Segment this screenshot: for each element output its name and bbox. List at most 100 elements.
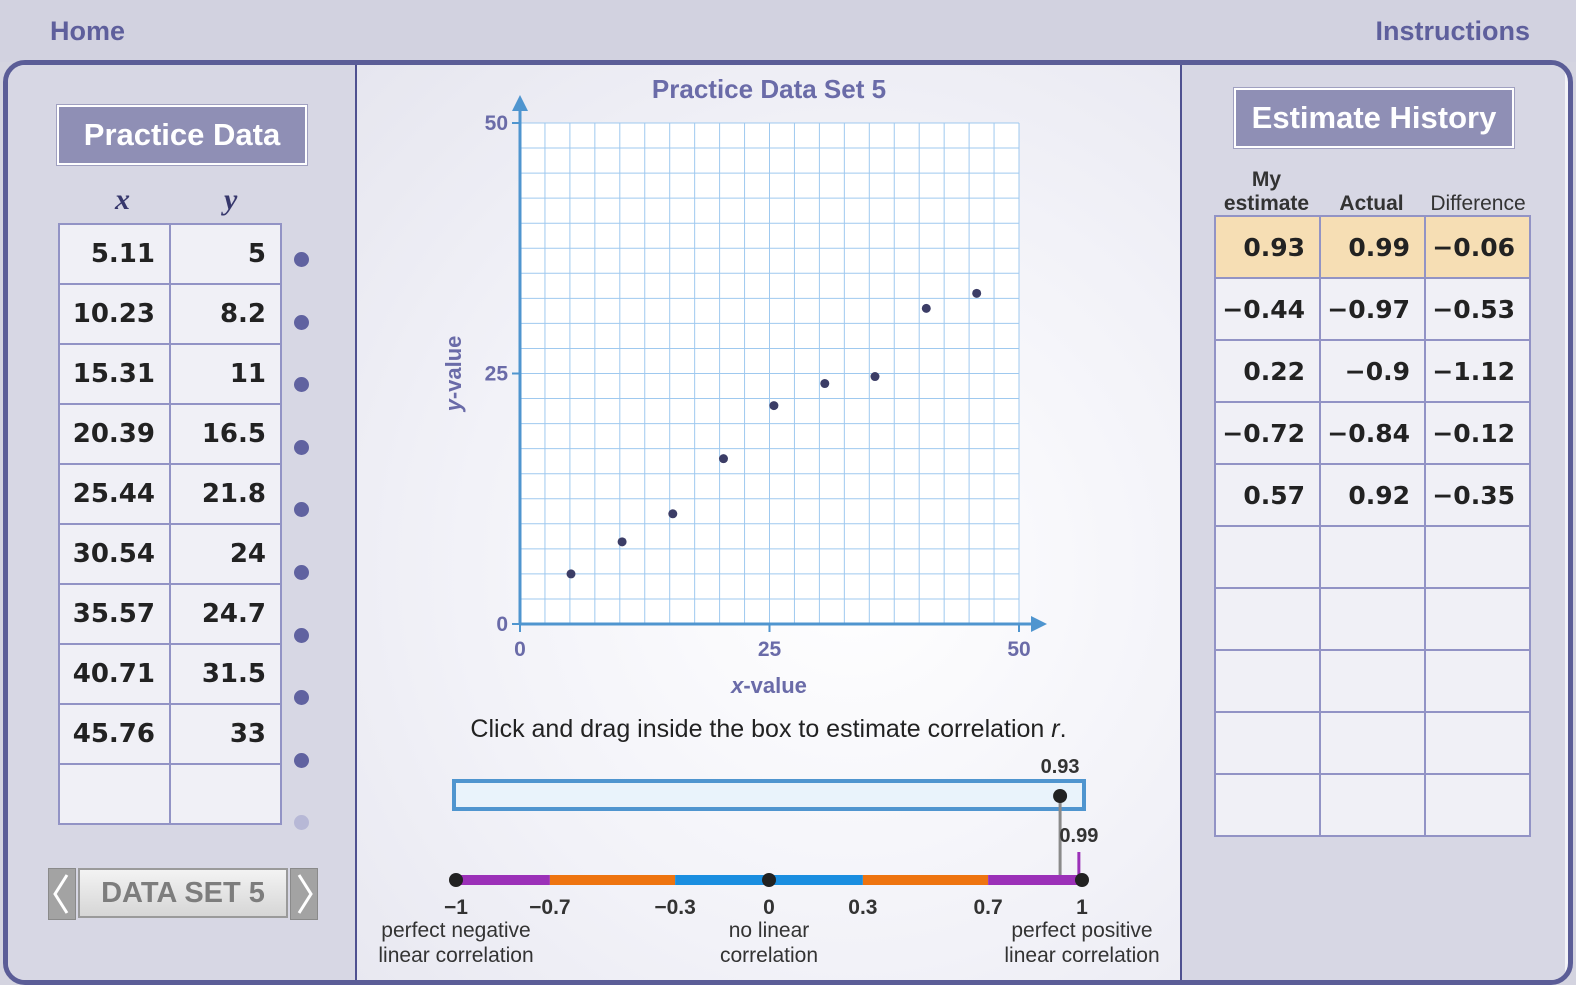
y-axis-arrow-icon bbox=[512, 95, 528, 111]
history-cell-actual bbox=[1319, 711, 1426, 775]
x-axis-arrow-icon bbox=[1031, 616, 1047, 632]
history-cell-diff bbox=[1424, 711, 1531, 775]
x-tick-label: 0 bbox=[514, 638, 526, 661]
x-axis-label: x-value bbox=[730, 673, 807, 698]
estimate-handle[interactable] bbox=[1053, 789, 1068, 803]
data-point bbox=[617, 537, 627, 547]
history-cell-my: 0.57 bbox=[1214, 463, 1321, 527]
home-link[interactable]: Home bbox=[50, 16, 126, 46]
scale-description-right: linear correlation bbox=[1004, 944, 1159, 967]
history-cell-diff: −0.06 bbox=[1424, 215, 1531, 279]
table-row: 20.39 16.5 bbox=[58, 403, 282, 465]
estimate-history-table: 0.93 0.99 −0.06 −0.44 −0.97 −0.53 0.22 −0.9 −1.1… bbox=[1214, 215, 1531, 837]
history-cell-diff: −1.12 bbox=[1424, 339, 1531, 403]
scale-description-left: perfect negative bbox=[381, 919, 530, 942]
table-row: 45.76 33 bbox=[58, 703, 282, 765]
history-cell-diff: −0.53 bbox=[1424, 277, 1531, 341]
history-cell-diff: −0.35 bbox=[1424, 463, 1531, 527]
table-row: 30.54 24 bbox=[58, 523, 282, 585]
cell-y: 16.5 bbox=[169, 403, 282, 465]
cell-y: 5 bbox=[169, 223, 282, 285]
instructions-link[interactable]: Instructions bbox=[1375, 16, 1530, 46]
point-indicator-dot bbox=[294, 815, 309, 831]
chevron-right-icon bbox=[297, 874, 313, 914]
table-row: 40.71 31.5 bbox=[58, 643, 282, 705]
history-cell-my bbox=[1214, 649, 1321, 713]
data-point bbox=[668, 509, 678, 519]
scale-tick-label: 0.3 bbox=[848, 896, 877, 919]
scatter-plot-and-estimator: 0 25 50 0 25 50 Practice Data Set 5 x-value y-va… bbox=[378, 74, 1159, 967]
cell-y: 21.8 bbox=[169, 463, 282, 525]
scale-anchor-dot bbox=[762, 873, 776, 887]
cell-x: 30.54 bbox=[58, 523, 171, 585]
cell-x: 25.44 bbox=[58, 463, 171, 525]
table-row: 25.44 21.8 bbox=[58, 463, 282, 525]
history-cell-my: −0.44 bbox=[1214, 277, 1321, 341]
point-indicator-dot bbox=[294, 502, 309, 518]
history-cell-diff: −0.12 bbox=[1424, 401, 1531, 465]
history-cell-actual: −0.9 bbox=[1319, 339, 1426, 403]
history-cell-my bbox=[1214, 525, 1321, 589]
history-row bbox=[1214, 525, 1531, 589]
history-row: −0.44 −0.97 −0.53 bbox=[1214, 277, 1531, 341]
point-indicator-dot bbox=[294, 314, 309, 330]
scale-tick-label: −0.3 bbox=[654, 896, 695, 919]
main-frame: Practice Data x y 5.11 5 10.23 8.2 15.31 11 20… bbox=[3, 60, 1573, 985]
practice-data-table: 5.11 5 10.23 8.2 15.31 11 20.39 16.5 25.44 21.8 30… bbox=[58, 223, 282, 825]
data-point bbox=[972, 288, 982, 298]
estimate-drag-box[interactable] bbox=[452, 779, 1086, 811]
point-indicator-dot bbox=[294, 627, 309, 643]
scale-description-left: linear correlation bbox=[378, 944, 533, 967]
history-cell-actual bbox=[1319, 587, 1426, 651]
y-tick-label: 0 bbox=[496, 613, 508, 636]
practice-data-panel: Practice Data x y 5.11 5 10.23 8.2 15.31 11 20… bbox=[8, 65, 357, 980]
history-cell-diff bbox=[1424, 525, 1531, 589]
practice-data-title: Practice Data bbox=[57, 105, 307, 165]
scale-description-middle: correlation bbox=[720, 944, 818, 967]
cell-y: 11 bbox=[169, 343, 282, 405]
table-row: 10.23 8.2 bbox=[58, 283, 282, 345]
history-cell-diff bbox=[1424, 649, 1531, 713]
cell-x: 10.23 bbox=[58, 283, 171, 345]
history-row bbox=[1214, 587, 1531, 651]
estimate-history-title: Estimate History bbox=[1234, 88, 1514, 148]
point-indicator-dot bbox=[294, 252, 309, 267]
column-header-actual: Actual bbox=[1339, 192, 1404, 215]
point-indicator-dot bbox=[294, 565, 309, 580]
history-cell-actual: −0.84 bbox=[1319, 401, 1426, 465]
x-tick-label: 25 bbox=[758, 638, 782, 661]
point-indicator-dot bbox=[294, 439, 309, 455]
next-dataset-button[interactable] bbox=[290, 868, 318, 920]
column-header-x: x bbox=[115, 183, 130, 216]
scale-anchor-dot bbox=[449, 873, 463, 887]
cell-y bbox=[169, 763, 282, 825]
table-row: 35.57 24.7 bbox=[58, 583, 282, 645]
estimate-history-panel: Estimate History My estimate Actual Diffe… bbox=[1180, 65, 1565, 980]
history-cell-diff bbox=[1424, 587, 1531, 651]
scale-tick-label: −0.7 bbox=[529, 896, 570, 919]
cell-x: 20.39 bbox=[58, 403, 171, 465]
column-header-difference: Difference bbox=[1430, 192, 1526, 215]
history-row bbox=[1214, 773, 1531, 837]
cell-x: 5.11 bbox=[58, 223, 171, 285]
table-row bbox=[58, 763, 282, 825]
history-cell-actual: 0.92 bbox=[1319, 463, 1426, 527]
history-cell-my: 0.93 bbox=[1214, 215, 1321, 279]
history-row-current: 0.93 0.99 −0.06 bbox=[1214, 215, 1531, 279]
cell-y: 8.2 bbox=[169, 283, 282, 345]
history-cell-my: 0.22 bbox=[1214, 339, 1321, 403]
previous-dataset-button[interactable] bbox=[48, 868, 76, 920]
x-tick-label: 50 bbox=[1007, 638, 1030, 661]
history-row: 0.57 0.92 −0.35 bbox=[1214, 463, 1531, 527]
estimate-value-label: 0.93 bbox=[1041, 756, 1080, 778]
point-indicator-dot bbox=[294, 377, 309, 393]
scale-tick-label: 0.7 bbox=[973, 896, 1002, 919]
history-cell-my: −0.72 bbox=[1214, 401, 1321, 465]
cell-x: 40.71 bbox=[58, 643, 171, 705]
scale-tick-label: 1 bbox=[1076, 896, 1088, 919]
history-row: 0.22 −0.9 −1.12 bbox=[1214, 339, 1531, 403]
actual-value-label: 0.99 bbox=[1059, 825, 1098, 847]
data-point bbox=[870, 372, 880, 382]
history-row bbox=[1214, 711, 1531, 775]
cell-x bbox=[58, 763, 171, 825]
